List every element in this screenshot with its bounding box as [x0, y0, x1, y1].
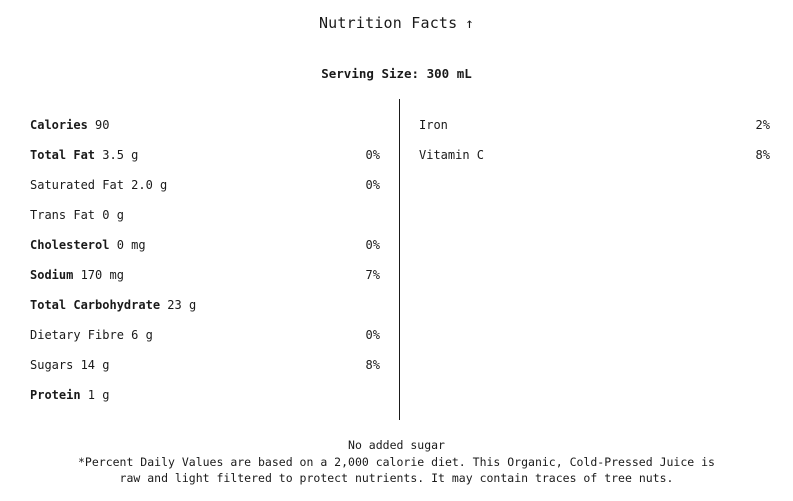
nutrient-amount: 1 g — [80, 388, 110, 402]
arrow-up-icon: ↑ — [465, 16, 475, 32]
nutrient-label: Total Carbohydrate 23 g — [30, 298, 196, 312]
nutrient-label: Total Fat 3.5 g — [30, 148, 138, 162]
nutrient-name: Protein — [30, 388, 81, 402]
nutrient-amount: 170 mg — [73, 268, 124, 282]
nutrient-amount: 23 g — [160, 298, 197, 312]
nutrient-row: Sodium 170 mg 7% — [30, 260, 380, 290]
column-divider — [399, 99, 400, 420]
nutrient-name: Dietary Fibre 6 g — [30, 328, 153, 342]
nutrient-name: Cholesterol — [30, 238, 110, 252]
nutrient-row: Total Carbohydrate 23 g — [30, 290, 380, 320]
nutrient-name: Total Carbohydrate — [30, 298, 161, 312]
nutrient-name: Sugars 14 g — [30, 358, 110, 372]
nutrient-label: Dietary Fibre 6 g — [30, 328, 153, 342]
nutrient-name: Iron — [419, 118, 448, 132]
footer-disclaimer-line-2: raw and light filtered to protect nutrie… — [119, 471, 674, 485]
nutrient-daily-value: 8% — [365, 358, 380, 372]
nutrient-daily-value: 2% — [755, 118, 770, 132]
nutrient-label: Sodium 170 mg — [30, 268, 124, 282]
footer-disclaimer-line-1: *Percent Daily Values are based on a 2,0… — [78, 454, 715, 469]
nutrient-row: Dietary Fibre 6 g 0% — [30, 320, 380, 350]
nutrient-row: Protein 1 g — [30, 380, 380, 410]
nutrient-amount: 90 — [87, 118, 110, 132]
nutrient-row: Saturated Fat 2.0 g 0% — [30, 170, 380, 200]
nutrient-row: Total Fat 3.5 g 0% — [30, 140, 380, 170]
nutrient-name: Vitamin C — [419, 148, 485, 162]
nutrient-name: Trans Fat 0 g — [30, 208, 124, 222]
nutrient-name: Saturated Fat 2.0 g — [30, 178, 168, 192]
nutrient-daily-value: 0% — [365, 238, 380, 252]
nutrient-list-right: Iron 2% Vitamin C 8% — [419, 110, 770, 170]
nutrient-row: Cholesterol 0 mg 0% — [30, 230, 380, 260]
nutrient-row: Trans Fat 0 g — [30, 200, 380, 230]
nutrient-label: Saturated Fat 2.0 g — [30, 178, 167, 192]
footer-notes: No added sugar *Percent Daily Values are… — [0, 437, 793, 487]
nutrient-row: Vitamin C 8% — [419, 140, 770, 170]
nutrient-row: Calories 90 — [30, 110, 380, 140]
nutrient-row: Sugars 14 g 8% — [30, 350, 380, 380]
nutrient-label: Trans Fat 0 g — [30, 208, 124, 222]
footer-no-added-sugar: No added sugar — [348, 438, 445, 452]
nutrient-daily-value: 0% — [365, 178, 380, 192]
nutrient-name: Calories — [30, 118, 88, 132]
nutrient-label: Calories 90 — [30, 118, 109, 132]
nutrition-facts-toggle[interactable]: Nutrition Facts ↑ — [0, 14, 793, 32]
nutrient-name: Sodium — [30, 268, 74, 282]
nutrient-row: Iron 2% — [419, 110, 770, 140]
serving-size: Serving Size: 300 mL — [321, 66, 472, 81]
nutrient-list-left: Calories 90 Total Fat 3.5 g 0% Saturated Fa… — [30, 110, 380, 410]
nutrient-daily-value: 0% — [365, 148, 380, 162]
nutrient-daily-value: 8% — [755, 148, 770, 162]
nutrient-name: Total Fat — [30, 148, 96, 162]
nutrition-facts-title: Nutrition Facts — [318, 14, 458, 32]
nutrient-daily-value: 7% — [365, 268, 380, 282]
nutrient-daily-value: 0% — [365, 328, 380, 342]
nutrient-amount: 3.5 g — [95, 148, 139, 162]
nutrient-label: Protein 1 g — [30, 388, 109, 402]
nutrient-label: Sugars 14 g — [30, 358, 109, 372]
nutrient-label: Cholesterol 0 mg — [30, 238, 146, 252]
nutrient-amount: 0 mg — [109, 238, 146, 252]
